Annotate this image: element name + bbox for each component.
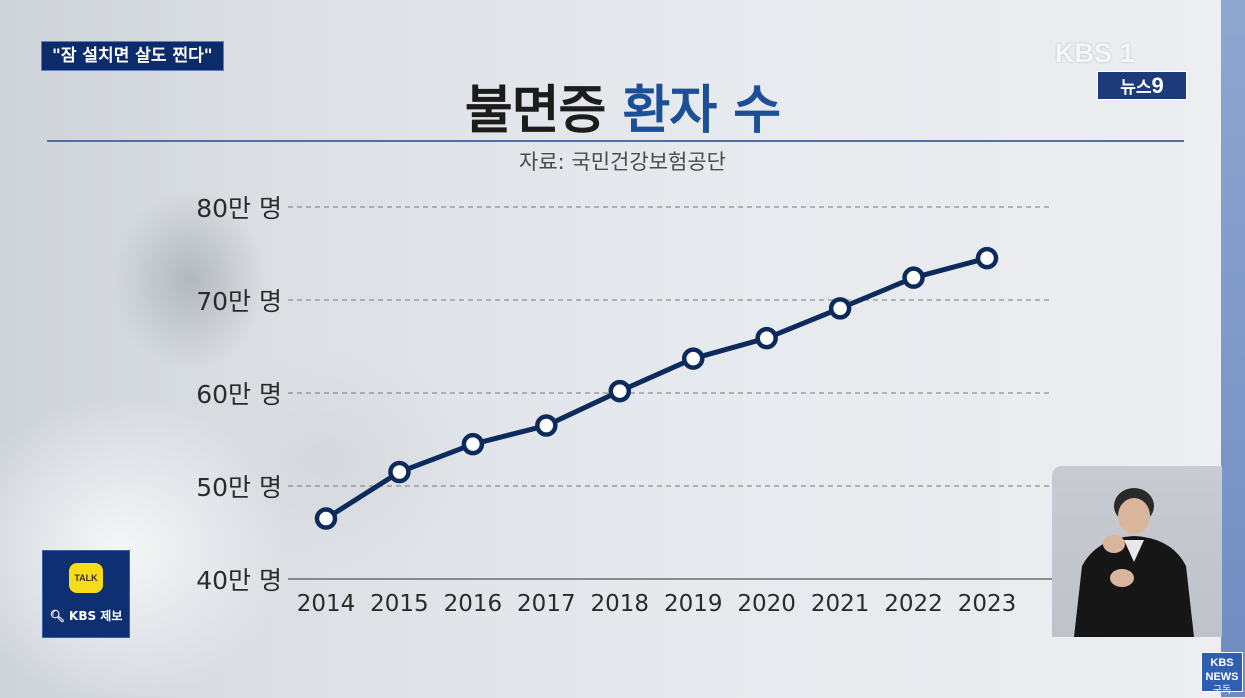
data-point: [314, 507, 338, 530]
data-point: [608, 379, 632, 403]
series-line: [323, 255, 990, 522]
subscribe-button[interactable]: KBS NEWS 구독: [1201, 652, 1243, 696]
subscribe-logo: KBS NEWS: [1205, 657, 1239, 683]
x-tick-label: 2017: [517, 591, 576, 617]
news9-badge: 뉴스9: [1097, 71, 1187, 100]
y-tick-label: 70만 명: [196, 287, 282, 316]
sign-language-interpreter-window: [1052, 466, 1222, 637]
data-point: [975, 246, 999, 270]
news9-prefix: 뉴스: [1120, 78, 1152, 98]
x-tick-label: 2022: [884, 591, 943, 617]
right-edge-strip: [1221, 0, 1245, 697]
data-point: [461, 432, 485, 456]
kakao-report-badge[interactable]: TALK 🔍︎ KBS 제보: [42, 550, 130, 638]
data-point: [535, 414, 558, 437]
y-tick-label: 50만 명: [196, 473, 282, 502]
kbs1-logo: KBS 1: [1055, 38, 1135, 68]
y-tick-label: 40만 명: [196, 566, 282, 595]
subscribe-label: 구독: [1212, 685, 1232, 696]
data-point: [388, 460, 411, 484]
x-tick-label: 2014: [297, 591, 356, 617]
x-tick-label: 2020: [737, 591, 796, 617]
headline-caption: "잠 설치면 살도 찐다": [41, 41, 224, 71]
interpreter-person-icon: [1074, 488, 1194, 637]
y-tick-label: 80만 명: [196, 194, 282, 223]
x-tick-label: 2019: [664, 591, 723, 617]
data-point: [902, 266, 925, 289]
chart-source: 자료: 국민건강보험공단: [519, 150, 726, 174]
news9-number: 9: [1151, 73, 1164, 98]
x-tick-label: 2016: [444, 591, 503, 617]
chart-title: 불면증 환자 수: [0, 68, 1245, 143]
x-tick-label: 2018: [591, 591, 650, 617]
kakao-report-text: KBS 제보: [69, 609, 123, 623]
data-point: [828, 297, 852, 320]
data-point: [681, 347, 705, 370]
y-tick-label: 60만 명: [196, 380, 282, 409]
x-tick-label: 2023: [958, 591, 1017, 617]
kakao-talk-icon: TALK: [69, 563, 103, 593]
x-tick-label: 2021: [811, 591, 870, 617]
data-point: [755, 326, 778, 350]
chart-title-accent: 환자 수: [622, 81, 782, 141]
title-divider: [47, 140, 1184, 142]
chart-title-main: 불면증: [464, 81, 607, 141]
kakao-report-label: 🔍︎ KBS 제보: [49, 609, 123, 623]
x-tick-label: 2015: [370, 591, 429, 617]
